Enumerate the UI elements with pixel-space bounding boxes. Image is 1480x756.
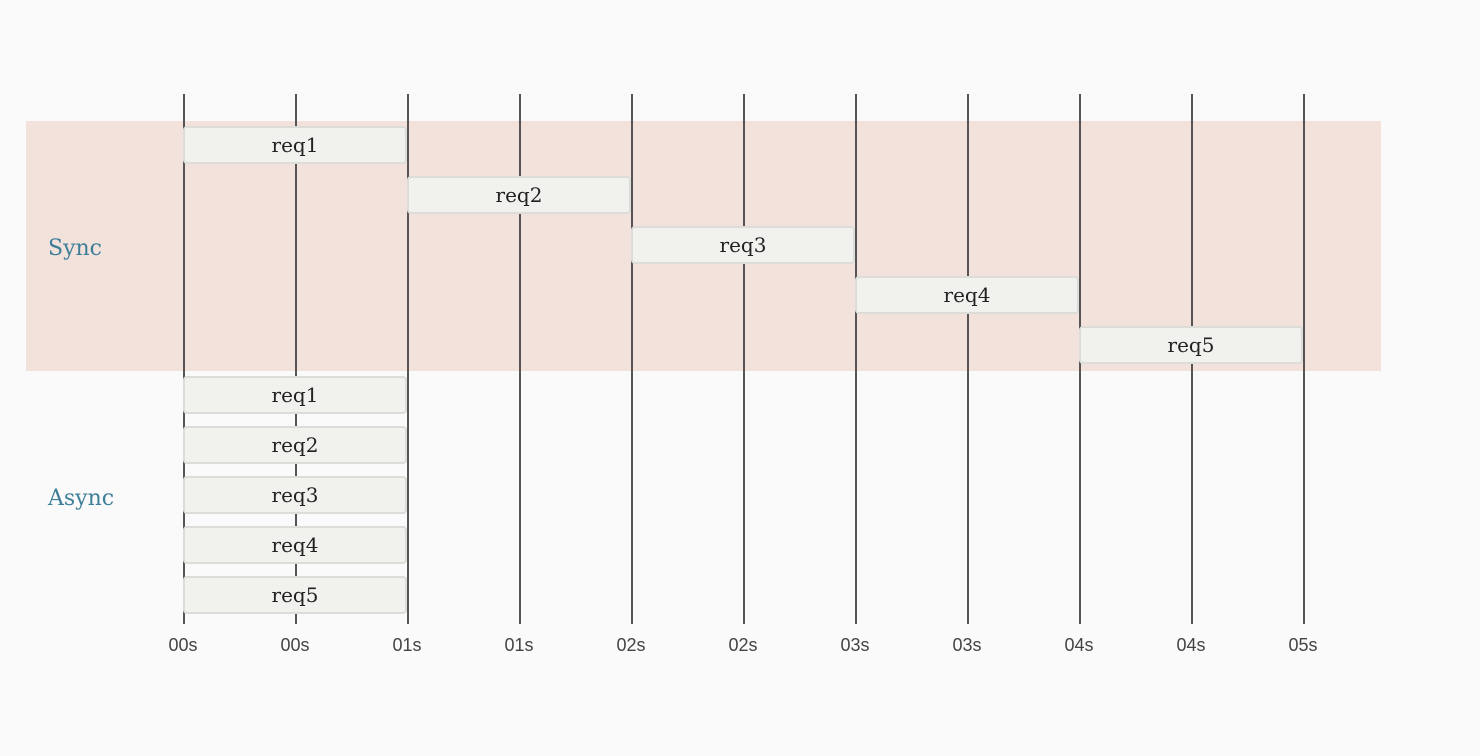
gridline [967,94,969,624]
sync-request-bar: req1 [183,126,407,164]
sync-request-bar: req2 [407,176,631,214]
async-request-bar: req2 [183,426,407,464]
time-tick-label: 01s [392,635,422,655]
time-tick-label: 03s [840,635,870,655]
gridline [743,94,745,624]
async-request-bar: req1 [183,376,407,414]
time-tick-label: 03s [952,635,982,655]
time-tick-label: 01s [504,635,534,655]
gridline [519,94,521,624]
gridline [295,94,297,624]
async-request-bar: req4 [183,526,407,564]
gridline [183,94,185,624]
gridline [855,94,857,624]
sync-request-bar: req5 [1079,326,1303,364]
sync-request-bar: req4 [855,276,1079,314]
time-tick-label: 00s [168,635,198,655]
time-tick-label: 02s [728,635,758,655]
time-tick-label: 00s [280,635,310,655]
async-request-bar: req5 [183,576,407,614]
gridline [631,94,633,624]
time-tick-label: 02s [616,635,646,655]
time-tick-label: 04s [1176,635,1206,655]
sync-lane-label: Sync [48,236,102,261]
gridline [407,94,409,624]
time-tick-label: 04s [1064,635,1094,655]
async-lane-label: Async [48,486,115,511]
time-tick-label: 05s [1288,635,1318,655]
async-request-bar: req3 [183,476,407,514]
gridline [1303,94,1305,624]
sync-request-bar: req3 [631,226,855,264]
